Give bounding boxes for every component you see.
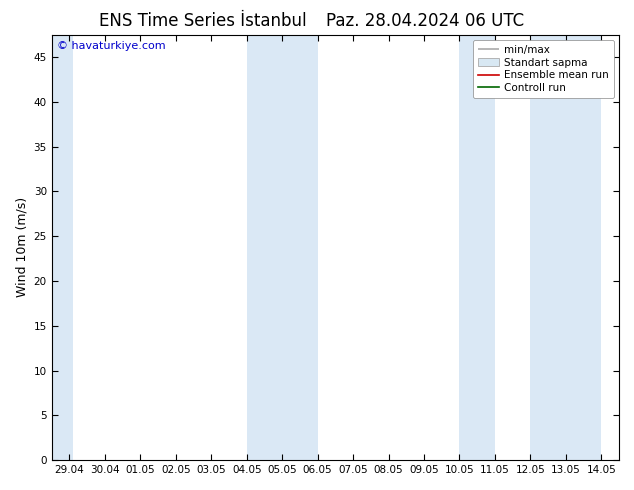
Bar: [247, 35, 318, 460]
Bar: [51, 35, 73, 460]
Bar: [460, 35, 495, 460]
Y-axis label: Wind 10m (m/s): Wind 10m (m/s): [15, 197, 28, 297]
Text: ENS Time Series İstanbul: ENS Time Series İstanbul: [99, 12, 307, 30]
Legend: min/max, Standart sapma, Ensemble mean run, Controll run: min/max, Standart sapma, Ensemble mean r…: [472, 40, 614, 98]
Bar: [531, 35, 601, 460]
Text: © havaturkiye.com: © havaturkiye.com: [57, 41, 166, 51]
Text: Paz. 28.04.2024 06 UTC: Paz. 28.04.2024 06 UTC: [326, 12, 524, 30]
